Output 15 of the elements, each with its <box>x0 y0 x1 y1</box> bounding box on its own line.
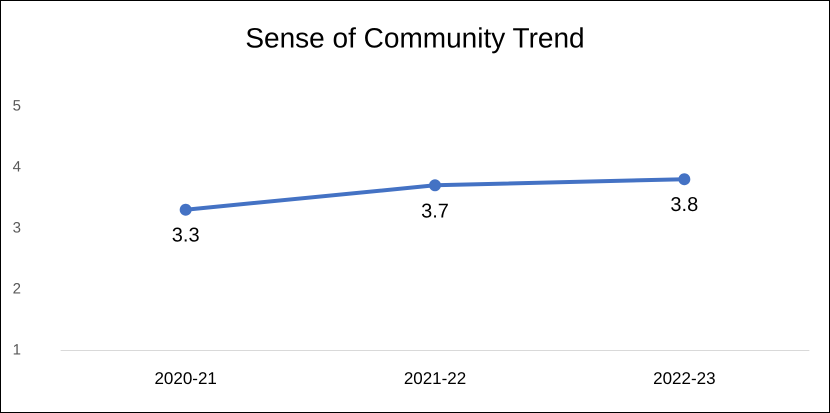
y-tick-label: 3 <box>12 220 21 236</box>
y-tick-label: 4 <box>12 158 21 176</box>
y-tick-label: 5 <box>12 98 21 114</box>
x-tick-label: 2021-22 <box>404 369 466 388</box>
point <box>429 179 441 192</box>
x-tick-label: 2022-23 <box>653 369 716 388</box>
y-tick-label: 2 <box>12 280 21 298</box>
point <box>678 173 690 186</box>
point <box>180 204 192 216</box>
data-label: 3.8 <box>670 194 698 216</box>
x-tick-label: 2020-21 <box>154 369 217 388</box>
chart-title: Sense of Community Trend <box>245 22 585 54</box>
data-label: 3.3 <box>172 224 200 247</box>
data-label: 3.7 <box>421 200 449 222</box>
y-tick-label: 1 <box>12 342 21 358</box>
